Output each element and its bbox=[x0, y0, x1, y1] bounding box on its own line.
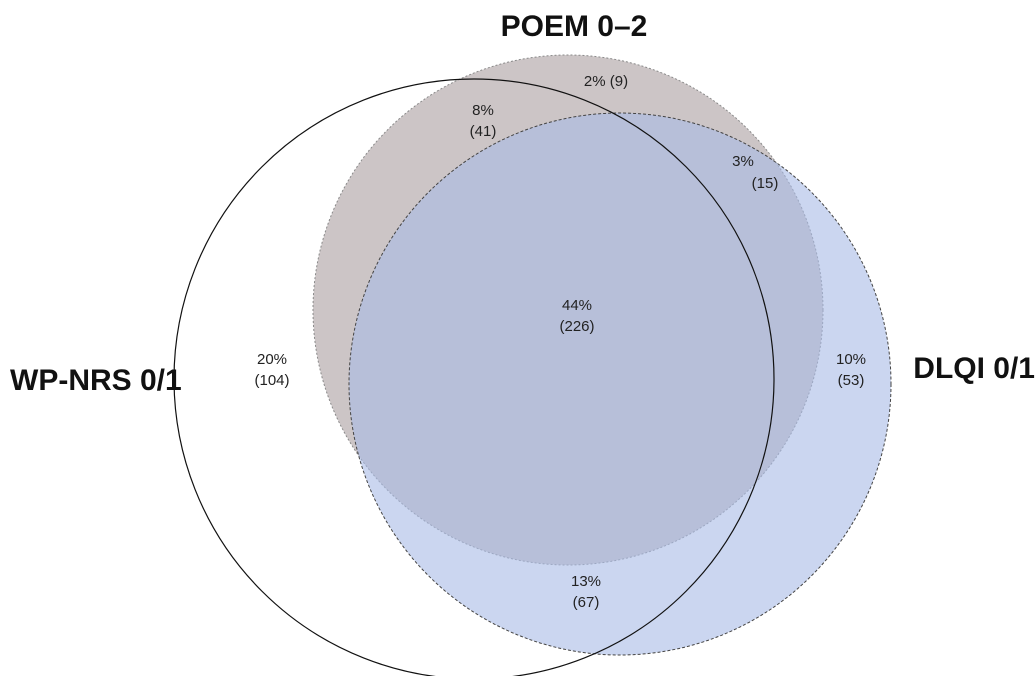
region-dlqi-only-percent: 10% bbox=[836, 351, 866, 368]
region-wp-poem-count: (41) bbox=[470, 123, 497, 140]
poem-label: POEM 0–2 bbox=[501, 10, 648, 43]
region-wp-only-count: (104) bbox=[254, 372, 289, 389]
dlqi-circle bbox=[348, 112, 892, 656]
wp-nrs-label: WP-NRS 0/1 bbox=[10, 364, 182, 397]
region-wp-poem-percent: 8% bbox=[472, 102, 494, 119]
region-poem-only-label: 2% (9) bbox=[584, 73, 628, 90]
region-wp-dlqi-count: (67) bbox=[573, 594, 600, 611]
region-poem-dlqi-count: (15) bbox=[752, 175, 779, 192]
region-all-three-count: (226) bbox=[559, 318, 594, 335]
region-wp-only-percent: 20% bbox=[257, 351, 287, 368]
region-all-three-percent: 44% bbox=[562, 297, 592, 314]
region-dlqi-only-count: (53) bbox=[838, 372, 865, 389]
dlqi-label: DLQI 0/1 bbox=[913, 352, 1035, 385]
region-poem-dlqi-percent: 3% bbox=[732, 153, 754, 170]
region-wp-dlqi-percent: 13% bbox=[571, 573, 601, 590]
wp-nrs-outline bbox=[173, 78, 775, 676]
